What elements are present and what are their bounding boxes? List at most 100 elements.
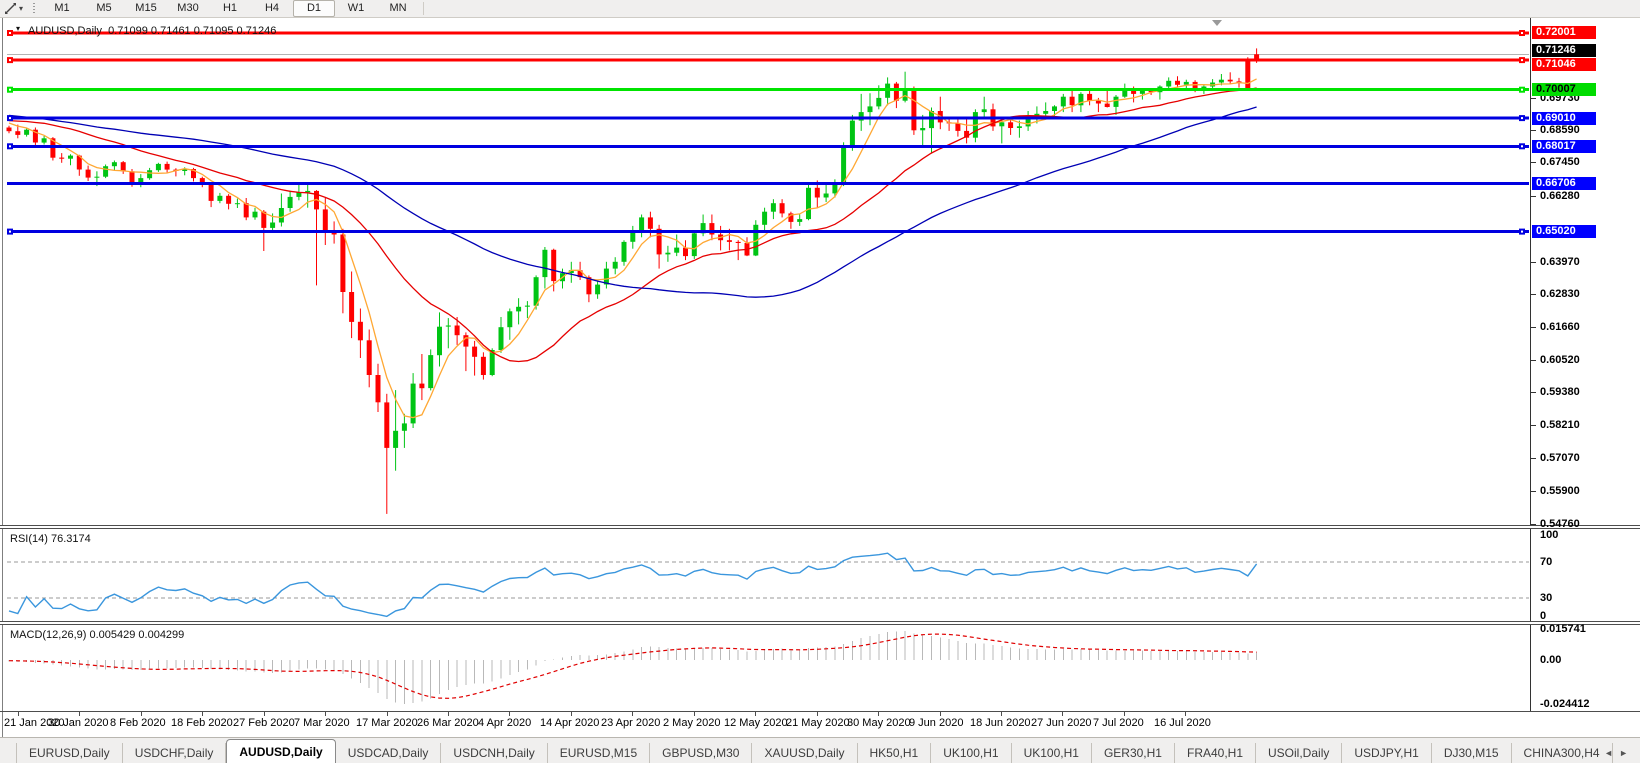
chart-left-border — [2, 18, 3, 737]
price-badge: 0.68017 — [1532, 140, 1596, 153]
chart-tab-GBPUSD-M30[interactable]: GBPUSD,M30 — [650, 743, 753, 763]
macd-panel-divider[interactable] — [0, 621, 1640, 625]
price-tick-label: 0.61660 — [1540, 321, 1580, 333]
chart-tab-AUDUSD-Daily[interactable]: AUDUSD,Daily — [226, 739, 336, 763]
date-tick — [1124, 712, 1125, 716]
date-label: 7 Mar 2020 — [294, 717, 350, 729]
price-tick — [1531, 262, 1536, 263]
chart-tab-GER30-H1[interactable]: GER30,H1 — [1092, 743, 1175, 763]
date-label: 4 Apr 2020 — [478, 717, 532, 729]
price-badge: 0.69010 — [1532, 112, 1596, 125]
date-tick — [694, 712, 695, 716]
date-label: 7 Jul 2020 — [1093, 717, 1144, 729]
macd-axis-label: 0.00 — [1540, 654, 1562, 666]
chart-tab-USDCHF-Daily[interactable]: USDCHF,Daily — [123, 743, 227, 763]
toolbar-grip-handle[interactable] — [33, 2, 35, 15]
date-label: 14 Apr 2020 — [540, 717, 600, 729]
price-tick — [1531, 98, 1536, 99]
price-badge: 0.72001 — [1532, 26, 1596, 39]
timeframe-button-D1[interactable]: D1 — [293, 0, 335, 17]
date-label: 23 Apr 2020 — [601, 717, 661, 729]
timeframe-button-H4[interactable]: H4 — [264, 2, 280, 14]
chart-tab-HK50-H1[interactable]: HK50,H1 — [858, 743, 932, 763]
chart-tab-bar: EURUSD,Daily USDCHF,Daily AUDUSD,Daily USDC… — [0, 737, 1640, 763]
date-tick — [448, 712, 449, 716]
cursor-tool-icon[interactable] — [1, 1, 19, 16]
date-label: 18 Jun 2020 — [970, 717, 1031, 729]
rsi-label: RSI(14) 76.3174 — [10, 533, 91, 545]
price-axis-separator — [1530, 18, 1531, 711]
price-tick — [1531, 524, 1536, 525]
timeframe-button-W1[interactable]: W1 — [347, 2, 365, 14]
date-axis-line — [0, 711, 1640, 712]
price-tick-label: 0.60520 — [1540, 354, 1580, 366]
chart-shift-marker-icon[interactable] — [1212, 20, 1222, 26]
tab-scroll-left-icon: ◄ — [1604, 748, 1620, 758]
date-tick — [18, 712, 19, 716]
macd-axis-label: -0.024412 — [1540, 698, 1590, 710]
date-tick — [817, 712, 818, 716]
chart-tab-UK100-H1[interactable]: UK100,H1 — [931, 743, 1012, 763]
date-label: 9 Jun 2020 — [909, 717, 964, 729]
timeframe-button-H1[interactable]: H1 — [222, 2, 238, 14]
price-tick-label: 0.63970 — [1540, 256, 1580, 268]
chart-tab-DJ30-M15[interactable]: DJ30,M15 — [1432, 743, 1512, 763]
chart-tab-EURUSD-M15[interactable]: EURUSD,M15 — [548, 743, 651, 763]
date-tick — [202, 712, 203, 716]
price-tick — [1531, 392, 1536, 393]
price-tick-label: 0.58210 — [1540, 419, 1580, 431]
timeframe-button-M1[interactable]: M1 — [54, 2, 70, 14]
price-tick-label: 0.66280 — [1540, 190, 1580, 202]
macd-label: MACD(12,26,9) 0.005429 0.004299 — [10, 629, 185, 641]
price-tick — [1531, 491, 1536, 492]
date-label: 30 Jan 2020 — [48, 717, 109, 729]
chart-tab-EURUSD-Daily[interactable]: EURUSD,Daily — [16, 743, 123, 763]
macd-axis-label: 0.015741 — [1540, 623, 1586, 635]
price-tick — [1531, 425, 1536, 426]
timeframe-button-MN[interactable]: MN — [389, 2, 407, 14]
price-tick — [1531, 360, 1536, 361]
date-tick — [1001, 712, 1002, 716]
price-tick-label: 0.67450 — [1540, 156, 1580, 168]
price-tick — [1531, 458, 1536, 459]
date-label: 16 Jul 2020 — [1154, 717, 1211, 729]
timeframe-button-M15[interactable]: M15 — [135, 2, 157, 14]
object-select-icon[interactable]: ▾ — [16, 24, 21, 33]
date-label: 17 Mar 2020 — [356, 717, 418, 729]
rsi-axis-label: 70 — [1540, 556, 1553, 568]
date-tick — [141, 712, 142, 716]
chevron-down-icon[interactable]: ▾ — [19, 4, 24, 13]
timeframe-button-M30[interactable]: M30 — [177, 2, 199, 14]
tab-scroll-arrows[interactable]: ◄► — [1604, 748, 1634, 758]
chart-tab-UK100-H1[interactable]: UK100,H1 — [1012, 743, 1092, 763]
chart-tab-USOil-Daily[interactable]: USOil,Daily — [1256, 743, 1343, 763]
chart-tab-USDCNH-Daily[interactable]: USDCNH,Daily — [441, 743, 548, 763]
date-tick — [878, 712, 879, 716]
date-label: 27 Feb 2020 — [233, 717, 295, 729]
chart-tab-USDJPY-H1[interactable]: USDJPY,H1 — [1342, 743, 1432, 763]
timeframe-button-M5[interactable]: M5 — [96, 2, 112, 14]
date-tick — [755, 712, 756, 716]
price-tick — [1531, 196, 1536, 197]
price-tick — [1531, 294, 1536, 295]
date-tick — [387, 712, 388, 716]
price-badge: 0.65020 — [1532, 225, 1596, 238]
chart-tab-CHINA300-H4[interactable]: CHINA300,H4 — [1512, 743, 1613, 763]
tab-scroll-right-icon: ► — [1619, 748, 1634, 758]
timeframe-toolbar: ▾ M1 M5 M15 M30 H1 H4 D1 W1 MN — [0, 0, 1640, 18]
ohlc-readout: 0.71099 0.71461 0.71095 0.71246 — [108, 25, 277, 37]
price-badge: 0.70007 — [1532, 83, 1596, 96]
price-tick-label: 0.68590 — [1540, 124, 1580, 136]
date-label: 12 May 2020 — [724, 717, 788, 729]
rsi-axis-label: 100 — [1540, 529, 1559, 541]
chart-tab-USDCAD-Daily[interactable]: USDCAD,Daily — [336, 743, 442, 763]
date-tick — [632, 712, 633, 716]
date-tick — [509, 712, 510, 716]
rsi-axis-label: 0 — [1540, 610, 1547, 622]
chart-tab-XAUUSD-Daily[interactable]: XAUUSD,Daily — [752, 743, 858, 763]
chart-tab-FRA40-H1[interactable]: FRA40,H1 — [1175, 743, 1257, 763]
rsi-panel-divider[interactable] — [0, 525, 1640, 529]
date-tick — [940, 712, 941, 716]
date-label: 21 May 2020 — [786, 717, 850, 729]
